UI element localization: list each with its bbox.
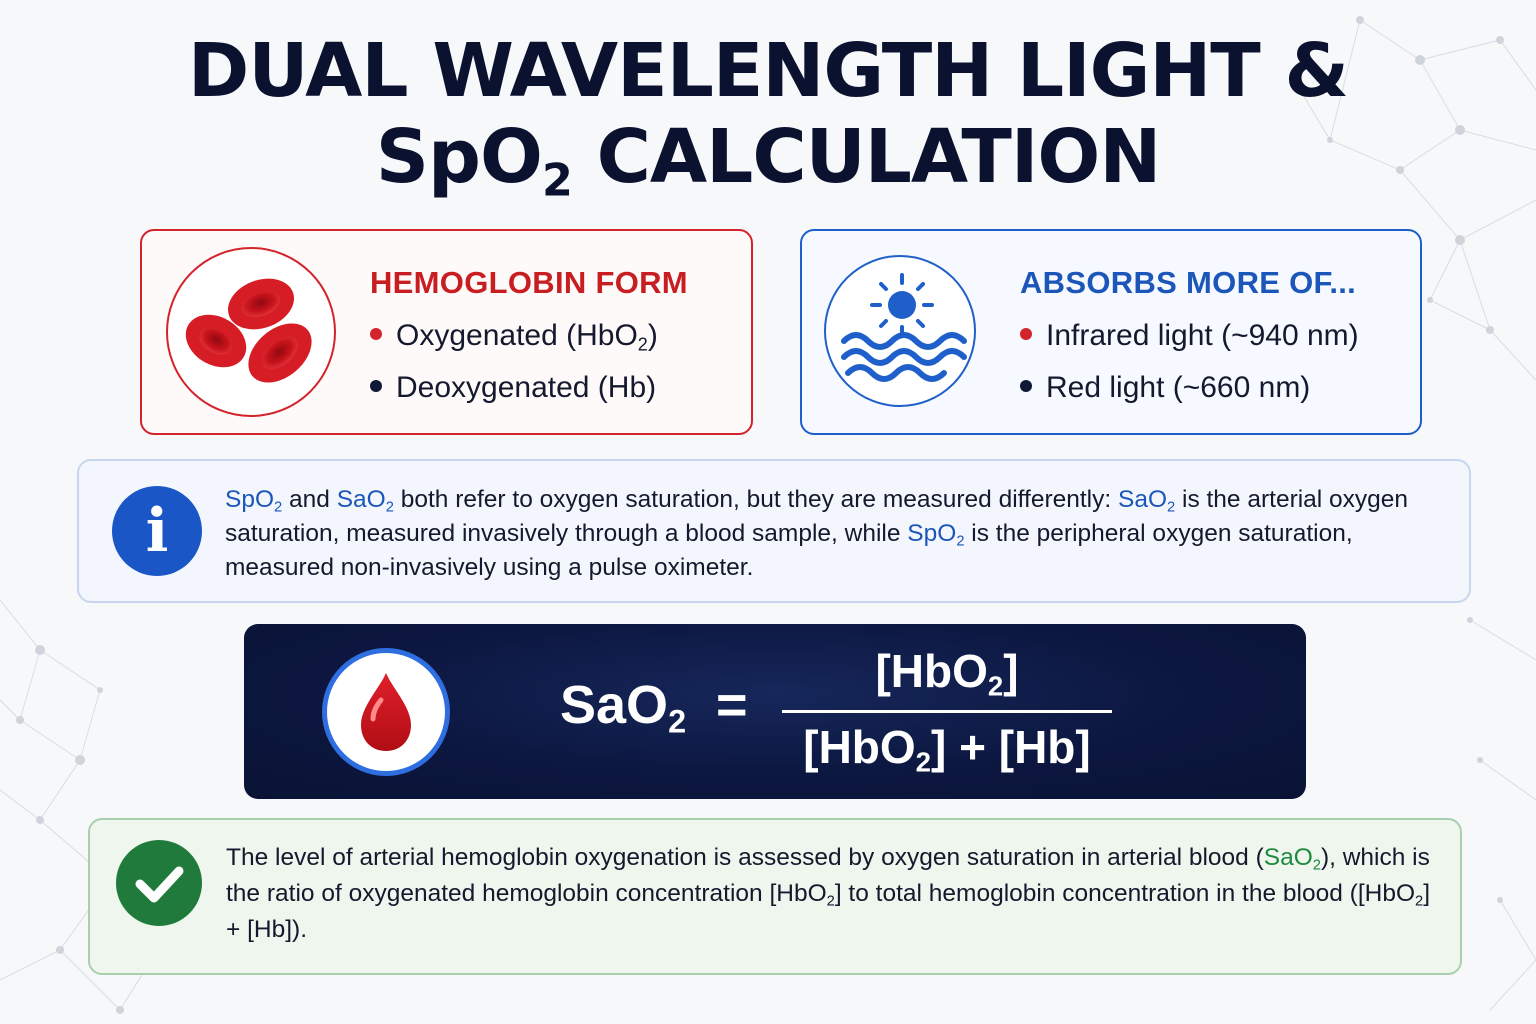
item-text-end: ) xyxy=(647,319,658,352)
formula-panel: SaO2 = [HbO2] [HbO2] + [Hb] xyxy=(244,624,1306,799)
term-sao2: SaO2 xyxy=(1117,486,1176,516)
page-title: DUAL WAVELENGTH LIGHT & SpO2 CALCULATION xyxy=(0,28,1536,203)
summary-card: The level of arterial hemoglobin oxygena… xyxy=(88,818,1462,975)
hemoglobin-item-oxygenated: Oxygenated (HbO2) xyxy=(370,319,658,353)
item-text: Oxygenated (HbO xyxy=(396,319,638,352)
term-sao2: SaO2 xyxy=(1263,844,1321,874)
item-subscript: 2 xyxy=(637,334,648,355)
text-segment: ), which is the ratio of oxygenated hemo… xyxy=(226,844,1430,907)
item-text: Infrared light (~940 nm) xyxy=(1046,319,1359,352)
text-segment: is the arterial oxygen saturation, measu… xyxy=(225,486,1409,547)
red-bullet-icon xyxy=(370,328,382,341)
text-segment: both refer to oxygen saturation, but the… xyxy=(393,486,1118,513)
hemoglobin-form-card: HEMOGLOBIN FORM Oxygenated (HbO2) Deoxyg… xyxy=(140,229,753,435)
subscript: 2 xyxy=(826,893,835,910)
blood-drop-icon xyxy=(322,648,450,776)
sun-waves-icon xyxy=(824,255,976,407)
text-segment: and xyxy=(282,486,337,513)
info-icon: i xyxy=(112,486,202,576)
absorbs-more-card: ABSORBS MORE OF... Infrared light (~940 … xyxy=(800,229,1422,435)
navy-bullet-icon xyxy=(370,380,382,393)
absorbs-heading: ABSORBS MORE OF... xyxy=(1020,265,1357,300)
item-text: Red light (~660 nm) xyxy=(1046,371,1311,404)
term-spo2: SpO2 xyxy=(225,486,283,516)
text-segment: ] + [Hb]). xyxy=(226,880,1430,943)
title-subscript: 2 xyxy=(541,155,573,207)
subscript: 2 xyxy=(1415,893,1424,910)
term-spo2: SpO2 xyxy=(907,520,965,550)
summary-text: The level of arterial hemoglobin oxygena… xyxy=(226,840,1441,948)
text-segment: ] to total hemoglobin concentration in t… xyxy=(834,880,1416,907)
title-line-2: SpO2 CALCULATION xyxy=(0,114,1536,203)
absorbs-item-infrared: Infrared light (~940 nm) xyxy=(1020,319,1359,353)
red-bullet-icon xyxy=(1020,328,1032,341)
term-sao2: SaO2 xyxy=(336,486,394,516)
absorbs-item-red: Red light (~660 nm) xyxy=(1020,371,1310,405)
info-note-card: i SpO2 and SaO2 both refer to oxygen sat… xyxy=(77,459,1471,603)
text-segment: The level of arterial hemoglobin oxygena… xyxy=(226,844,1264,871)
formula-equals: = xyxy=(716,675,748,735)
formula-numerator: [HbO2] xyxy=(875,645,1019,702)
title-calculation: CALCULATION xyxy=(571,114,1162,200)
navy-bullet-icon xyxy=(1020,380,1032,393)
red-blood-cells-icon xyxy=(166,247,336,417)
hemoglobin-item-deoxygenated: Deoxygenated (Hb) xyxy=(370,371,656,405)
formula-lhs: SaO2 xyxy=(560,675,687,740)
item-text: Deoxygenated (Hb) xyxy=(396,371,657,404)
formula-denominator: [HbO2] + [Hb] xyxy=(803,721,1091,778)
title-spo: SpO xyxy=(375,114,543,200)
text-segment: is the peripheral oxygen saturation, mea… xyxy=(225,520,1353,581)
title-line-1: DUAL WAVELENGTH LIGHT & xyxy=(187,28,1349,114)
hemoglobin-heading: HEMOGLOBIN FORM xyxy=(370,265,688,300)
fraction-bar xyxy=(782,710,1112,713)
checkmark-icon xyxy=(116,840,202,926)
info-text: SpO2 and SaO2 both refer to oxygen satur… xyxy=(225,483,1445,585)
